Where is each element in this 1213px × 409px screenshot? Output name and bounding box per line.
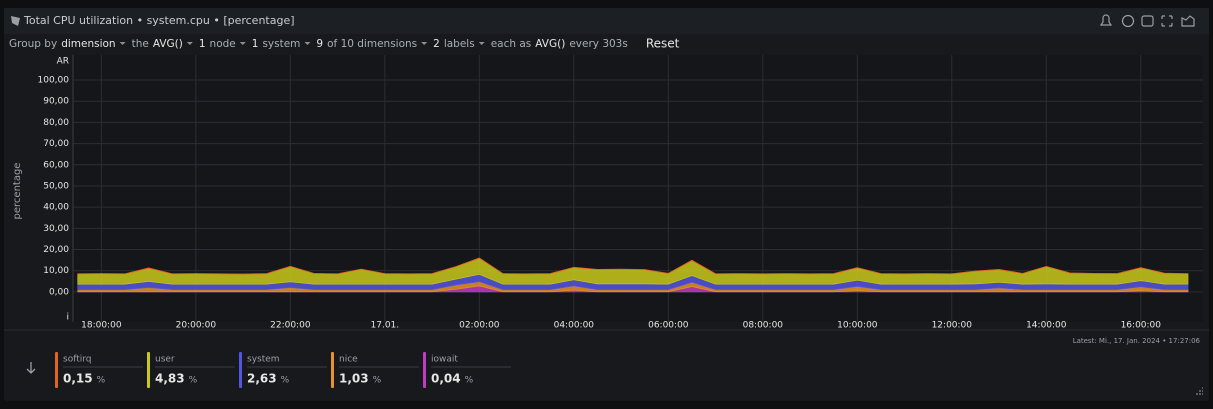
legend-swatch [331,352,334,388]
x-tick-label: 17.01. [371,321,400,331]
x-tick-label: 08:00:00 [743,321,784,331]
legend-item[interactable]: system 2,63% [239,352,327,388]
chart-icon [11,16,20,26]
toolbar-item[interactable]: 2 [433,38,440,50]
legend-unit: % [465,376,474,386]
y-axis-label: percentage [12,163,23,220]
y-tick-label: 30,00 [43,224,69,234]
toolbar-item: node [210,38,236,50]
header-icons [1099,14,1195,28]
area-softirq [77,257,1189,275]
y-tick-label: 10,00 [43,266,69,276]
legend-name: nice [339,355,358,365]
x-tick-label: 12:00:00 [932,321,973,331]
dropdown-caret[interactable] [478,42,485,45]
x-tick-label: 20:00:00 [176,321,217,331]
y-tick-label: 50,00 [43,181,69,191]
expand-arrow[interactable] [26,362,36,374]
y-axis-bottom-text: i [66,313,69,323]
toolbar-item[interactable]: 9 [316,38,323,50]
x-tick-label: 06:00:00 [648,321,689,331]
x-tick-label: 16:00:00 [1121,321,1162,331]
dropdown-caret[interactable] [304,42,311,45]
legend: softirq 0,15 % user 4,83 % system 2,63 % nice 1,03… [55,352,511,388]
settings-icon[interactable] [1181,15,1195,27]
chart-title: Total CPU utilization • system.cpu • [pe… [23,14,295,27]
toolbar-item: Group by [9,38,57,50]
toolbar-item[interactable]: AVG() [153,38,183,50]
toolbar-item: the [132,38,149,50]
dropdown-caret[interactable] [421,42,428,45]
toolbar-item: labels [444,38,475,50]
legend-item[interactable]: iowait 0,04% [423,352,511,388]
legend-swatch [55,352,58,388]
x-tick-label: 22:00:00 [270,321,311,331]
y-tick-label: 0,00 [49,287,69,297]
legend-name: user [155,355,175,365]
x-tick-label: 18:00:00 [81,321,122,331]
legend-swatch [147,352,150,388]
legend-value: 0,04 [431,372,461,386]
y-tick-label: 40,00 [43,203,69,213]
inbox-icon[interactable] [1141,15,1154,27]
legend-item[interactable]: nice 1,03% [331,352,419,388]
reset-button[interactable]: Reset [646,37,680,51]
x-tick-label: 04:00:00 [554,321,595,331]
legend-item[interactable]: softirq 0,15% [55,352,143,388]
legend-name: softirq [63,355,92,365]
toolbar-item: each as [491,38,532,50]
y-tick-label: 90,00 [43,97,69,107]
x-tick-label: 14:00:00 [1026,321,1067,331]
legend-name: system [247,355,280,365]
alert-icon[interactable] [1099,14,1113,26]
y-tick-label: 100,00 [38,76,70,86]
y-axis-top-text: AR [57,57,69,67]
legend-swatch [239,352,242,388]
toolbar-item[interactable]: dimension [61,38,115,50]
toolbar-item[interactable]: AVG() [535,38,565,50]
legend-swatch [423,352,426,388]
toolbar-item: every 303s [569,38,628,50]
x-tick-label: 10:00:00 [837,321,878,331]
axes: 0,00 10,00 20,00 30,00 40,00 50,00 60,00 70,00 8… [38,55,1162,331]
y-tick-label: 60,00 [43,160,69,170]
legend-unit: % [189,376,198,386]
toolbar-item: of 10 dimensions [327,38,417,50]
dropdown-caret[interactable] [119,42,126,45]
legend-value: 0,15 [63,372,93,386]
info-icon[interactable] [1121,14,1135,28]
legend-unit: % [373,376,382,386]
areas [77,257,1189,293]
toolbar-item[interactable]: 1 [252,38,259,50]
legend-name: iowait [431,355,458,365]
toolbar: Group by dimension the AVG() 1 node 1 system 9 of… [9,37,680,51]
y-tick-label: 80,00 [43,118,69,128]
legend-unit: % [281,376,290,386]
resize-handle[interactable] [1196,387,1203,395]
header-bar [4,8,1209,34]
legend-value: 2,63 [247,372,277,386]
toolbar-item: system [262,38,300,50]
dropdown-caret[interactable] [239,42,246,45]
y-tick-label: 20,00 [43,245,69,255]
y-tick-label: 70,00 [43,139,69,149]
dropdown-caret[interactable] [186,42,193,45]
latest-timestamp: Latest: Mi., 17. Jan. 2024 • 17:27:06 [1073,337,1201,345]
legend-value: 4,83 [155,372,185,386]
fullscreen-icon[interactable] [1161,15,1173,27]
legend-item[interactable]: user 4,83% [147,352,235,388]
legend-value: 1,03 [339,372,369,386]
x-tick-label: 02:00:00 [459,321,500,331]
toolbar-item[interactable]: 1 [199,38,206,50]
legend-unit: % [97,376,106,386]
